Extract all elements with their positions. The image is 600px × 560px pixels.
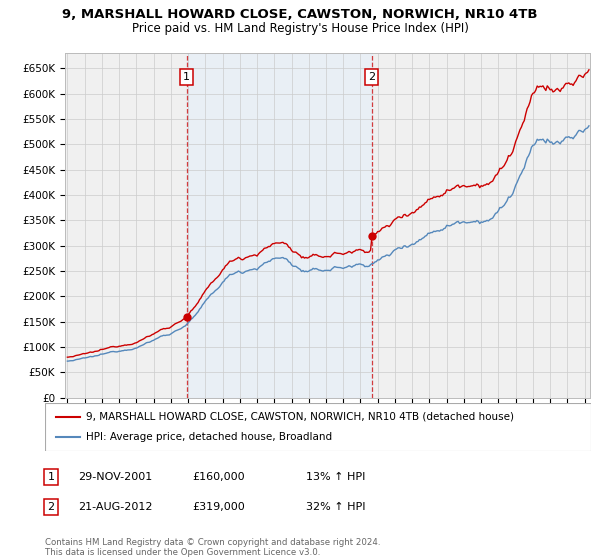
Text: 13% ↑ HPI: 13% ↑ HPI [306, 472, 365, 482]
Text: 1: 1 [183, 72, 190, 82]
Text: Price paid vs. HM Land Registry's House Price Index (HPI): Price paid vs. HM Land Registry's House … [131, 22, 469, 35]
Text: £160,000: £160,000 [192, 472, 245, 482]
Text: 1: 1 [47, 472, 55, 482]
Text: HPI: Average price, detached house, Broadland: HPI: Average price, detached house, Broa… [86, 432, 332, 442]
Text: 29-NOV-2001: 29-NOV-2001 [78, 472, 152, 482]
Text: 9, MARSHALL HOWARD CLOSE, CAWSTON, NORWICH, NR10 4TB (detached house): 9, MARSHALL HOWARD CLOSE, CAWSTON, NORWI… [86, 412, 514, 422]
Text: 2: 2 [368, 72, 375, 82]
FancyBboxPatch shape [45, 403, 591, 451]
Text: 9, MARSHALL HOWARD CLOSE, CAWSTON, NORWICH, NR10 4TB: 9, MARSHALL HOWARD CLOSE, CAWSTON, NORWI… [62, 8, 538, 21]
Text: 2: 2 [47, 502, 55, 512]
Text: £319,000: £319,000 [192, 502, 245, 512]
Bar [187, 53, 371, 398]
Text: Contains HM Land Registry data © Crown copyright and database right 2024.
This d: Contains HM Land Registry data © Crown c… [45, 538, 380, 557]
Text: 21-AUG-2012: 21-AUG-2012 [78, 502, 152, 512]
Text: 32% ↑ HPI: 32% ↑ HPI [306, 502, 365, 512]
